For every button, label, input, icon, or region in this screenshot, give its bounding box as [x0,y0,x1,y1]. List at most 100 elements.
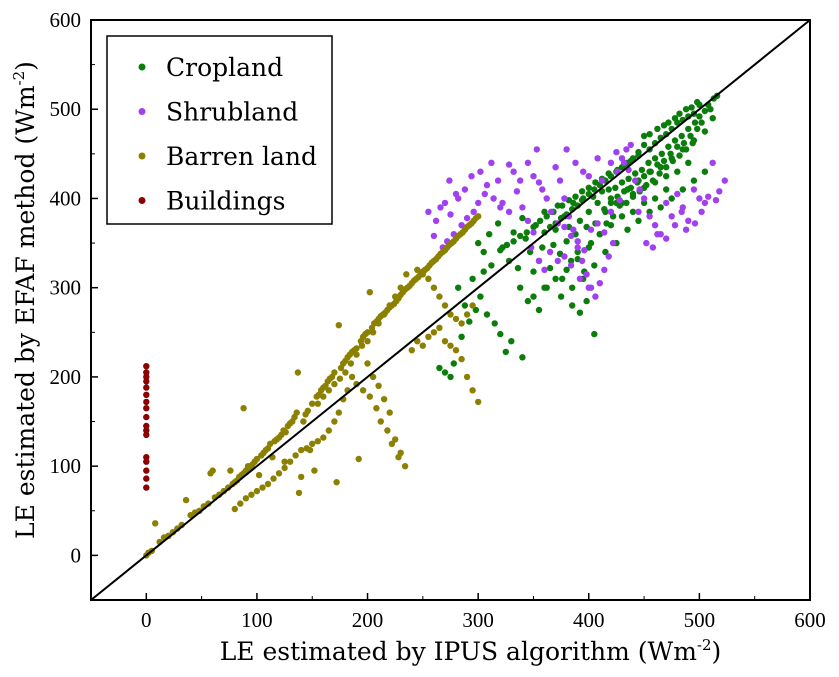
point-barren-land-3 [152,520,159,527]
point-barren-land-139 [369,373,377,381]
point-buildings-8 [143,413,150,421]
point-barren-land-146 [395,454,402,461]
point-cropland-159 [583,297,590,305]
point-cropland-222 [497,247,504,254]
point-cropland-145 [557,293,565,300]
point-cropland-60 [638,166,646,174]
point-cropland-211 [572,193,579,200]
point-barren-land-166 [286,458,294,465]
point-buildings-2 [143,467,150,474]
point-cropland-196 [665,119,672,126]
point-barren-land-207 [369,329,377,336]
point-shrubland-7 [477,168,484,175]
point-barren-land-204 [386,302,393,309]
point-shrubland-53 [709,159,716,166]
point-buildings-12 [143,384,150,391]
point-shrubland-91 [530,173,537,180]
point-shrubland-104 [437,204,444,211]
point-shrubland-49 [685,217,692,224]
point-barren-land-143 [392,436,399,443]
point-shrubland-38 [627,141,634,149]
point-shrubland-80 [561,253,568,260]
point-shrubland-26 [574,244,581,251]
point-shrubland-12 [505,208,513,215]
point-barren-land-138 [364,360,371,367]
point-buildings-11 [143,391,150,398]
point-cropland-169 [477,293,484,300]
point-shrubland-68 [643,239,650,247]
point-barren-land-167 [281,464,288,472]
point-shrubland-32 [601,266,608,273]
point-shrubland-22 [556,177,564,184]
point-cropland-197 [671,115,679,122]
point-barren-land-182 [436,324,443,331]
point-shrubland-103 [430,232,438,240]
point-cropland-193 [646,131,653,138]
point-barren-land-180 [425,333,432,340]
y-tick-label-500: 500 [50,97,82,121]
point-shrubland-88 [510,168,517,175]
point-shrubland-72 [671,222,679,229]
point-shrubland-82 [576,275,584,282]
point-shrubland-23 [561,195,568,202]
point-cropland-76 [674,143,681,150]
point-cropland-178 [455,284,462,291]
point-barren-land-168 [275,470,283,477]
point-cropland-175 [436,364,443,372]
point-barren-land-159 [325,427,332,434]
point-shrubland-15 [524,217,532,224]
point-barren-land-216 [320,393,327,400]
point-barren-land-147 [388,440,396,447]
point-cropland-82 [687,132,694,140]
point-shrubland-9 [488,159,495,166]
point-shrubland-83 [585,284,592,291]
point-barren-land-157 [335,409,342,416]
point-cropland-194 [654,125,661,133]
point-shrubland-20 [548,208,555,215]
point-barren-land-57 [298,473,305,481]
point-cropland-8 [514,264,522,272]
point-barren-land-195 [463,311,471,318]
point-buildings-16 [143,363,150,370]
x-tick-label-100: 100 [241,608,273,632]
point-cropland-189 [690,137,698,144]
point-cropland-163 [519,354,526,361]
point-cropland-155 [668,195,675,202]
point-barren-land-163 [303,445,310,452]
point-cropland-146 [569,284,576,291]
point-shrubland-90 [524,159,532,166]
point-barren-land-183 [441,338,449,345]
point-buildings-7 [143,422,150,430]
point-cropland-9 [517,284,524,291]
point-barren-land-174 [242,495,250,502]
point-shrubland-112 [587,226,595,233]
point-barren-land-72 [331,369,338,376]
point-cropland-46 [607,199,615,207]
point-barren-land-82 [353,345,360,352]
point-cropland-75 [671,137,679,144]
point-cropland-185 [646,168,653,175]
point-cropland-161 [569,302,576,309]
point-barren-land-213 [336,375,344,382]
point-cropland-19 [546,264,554,272]
point-shrubland-71 [663,235,670,242]
point-barren-land-74 [335,322,342,329]
point-shrubland-98 [463,214,471,222]
point-cropland-176 [447,373,454,381]
point-shrubland-111 [581,247,588,254]
legend-item-barren-land: Barren land [138,142,317,171]
point-cropland-57 [632,170,639,177]
y-tick-label-200: 200 [50,365,82,389]
point-buildings-3 [143,458,150,465]
point-barren-land-150 [373,405,380,412]
ticks-layer: 0 100 200 300 400 500 600 0 100 200 300 400 500 600 [50,8,826,632]
point-shrubland-67 [635,208,642,215]
point-buildings-9 [143,405,150,412]
legend-item-cropland: Cropland [138,53,283,82]
point-cropland-88 [701,107,709,115]
point-shrubland-6 [468,173,475,180]
point-shrubland-114 [601,229,608,236]
point-barren-land-211 [347,360,355,367]
point-shrubland-37 [623,146,630,153]
point-cropland-220 [510,238,517,245]
